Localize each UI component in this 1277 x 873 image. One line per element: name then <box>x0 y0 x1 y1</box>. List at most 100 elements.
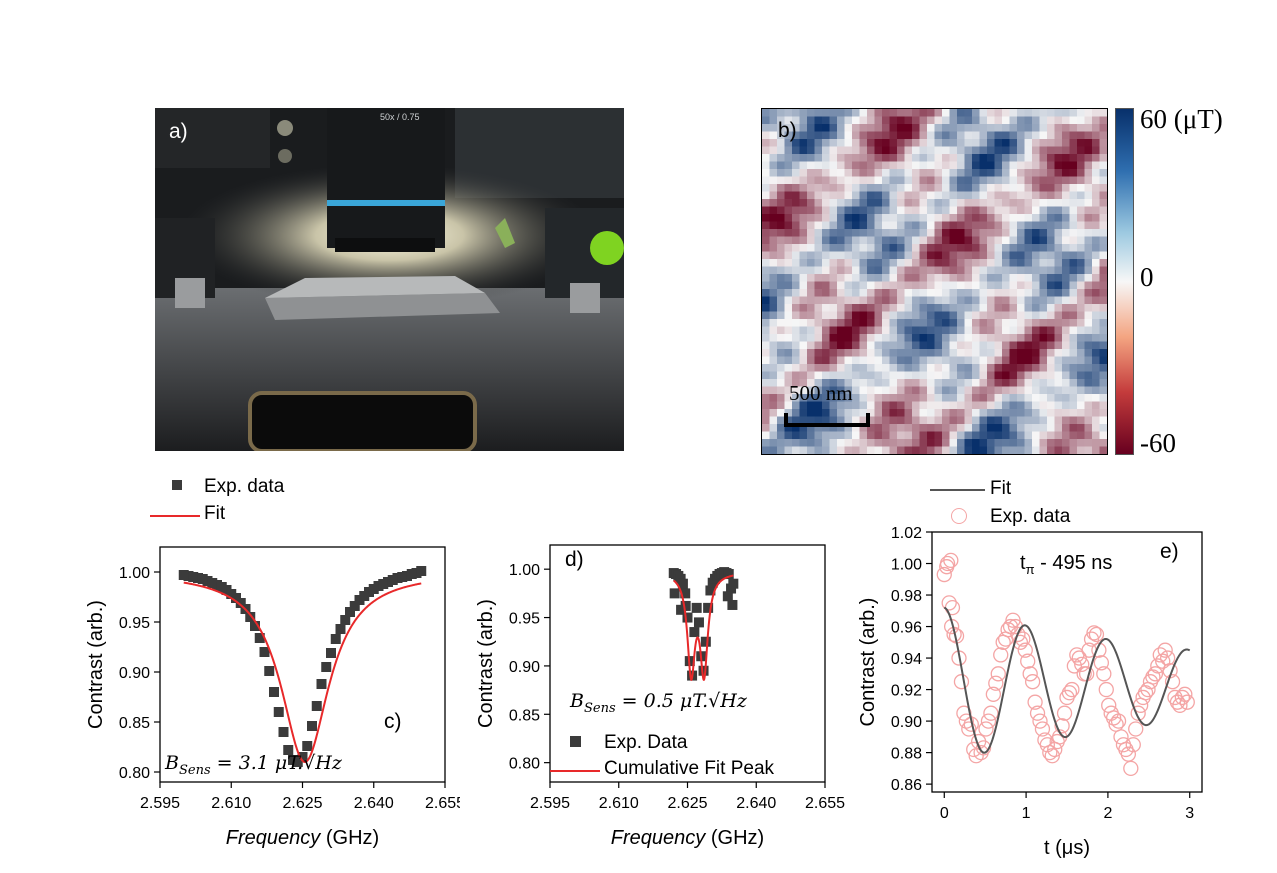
field-map-cell <box>784 379 793 387</box>
field-map-cell <box>1039 311 1048 320</box>
field-map-cell <box>799 154 808 162</box>
field-map-cell <box>1077 154 1085 162</box>
field-map-cell <box>1084 146 1093 155</box>
field-map-cell <box>1047 236 1055 245</box>
field-map-cell <box>949 304 958 312</box>
field-map-cell <box>934 154 943 162</box>
field-map-cell <box>942 176 950 185</box>
field-map-cell <box>979 274 988 282</box>
y-tick-label: 0.94 <box>891 651 922 668</box>
field-map-cell <box>1099 266 1107 275</box>
field-map-cell <box>829 416 838 425</box>
field-map-cell <box>1009 229 1018 237</box>
field-map-cell <box>919 199 928 207</box>
field-map-cell <box>1054 431 1063 440</box>
field-map-cell <box>777 409 785 417</box>
field-map-cell <box>889 296 898 305</box>
field-map-cell <box>829 431 838 440</box>
field-map-cell <box>912 169 920 177</box>
field-map-cell <box>837 184 845 192</box>
field-map-cell <box>994 334 1003 342</box>
field-map-cell <box>889 379 898 387</box>
field-map-cell <box>1017 259 1025 267</box>
field-map-cell <box>987 139 995 147</box>
field-map-cell <box>1024 229 1033 237</box>
field-map-cell <box>1032 116 1040 125</box>
field-map-cell <box>792 289 800 297</box>
field-map-cell <box>964 319 973 327</box>
field-map-cell <box>1099 304 1107 312</box>
field-map-cell <box>807 326 815 335</box>
field-map-cell <box>912 304 920 312</box>
field-map-cell <box>792 176 800 185</box>
field-map-cell <box>769 409 778 417</box>
field-map-cell <box>912 289 920 297</box>
data-point <box>1096 666 1112 682</box>
field-map-cell <box>769 259 778 267</box>
field-map-cell <box>784 334 793 342</box>
field-map-cell <box>762 229 770 237</box>
field-map-cell <box>762 244 770 252</box>
field-map-cell <box>979 244 988 252</box>
field-map-cell <box>777 334 785 342</box>
field-map-cell <box>867 371 875 380</box>
field-map-cell <box>814 371 823 380</box>
field-map-cell <box>829 289 838 297</box>
field-map-cell <box>859 214 868 222</box>
field-map-cell <box>784 431 793 440</box>
field-map-cell <box>927 236 935 245</box>
field-map-cell <box>814 334 823 342</box>
field-map-cell <box>972 176 980 185</box>
field-map-cell <box>904 431 913 440</box>
field-map-cell <box>889 266 898 275</box>
field-map-cell <box>919 304 928 312</box>
field-map-cell <box>904 244 913 252</box>
field-map-cell <box>799 289 808 297</box>
field-map-cell <box>769 371 778 380</box>
field-map-cell <box>987 439 995 447</box>
field-map-cell <box>792 161 800 170</box>
field-map-cell <box>784 409 793 417</box>
field-map-cell <box>1054 266 1063 275</box>
field-map-cell <box>844 334 853 342</box>
field-map-cell <box>1054 116 1063 125</box>
field-map-cell <box>837 281 845 290</box>
field-map-cell <box>874 341 883 350</box>
field-map-cell <box>979 161 988 170</box>
field-map-cell <box>1054 139 1063 147</box>
field-map-cell <box>1024 199 1033 207</box>
field-map-cell <box>964 169 973 177</box>
field-map-cell <box>987 116 995 125</box>
field-map-cell <box>1099 199 1107 207</box>
panel-c-label: c) <box>384 710 402 733</box>
field-map-cell <box>799 439 808 447</box>
data-point <box>993 647 1009 663</box>
data-point <box>1130 705 1146 721</box>
field-map-cell <box>934 191 943 200</box>
field-map-cell <box>829 409 838 417</box>
field-map-cell <box>1069 401 1078 410</box>
field-map-cell <box>934 244 943 252</box>
field-map-cell <box>814 281 823 290</box>
field-map-cell <box>1069 236 1078 245</box>
field-map-cell <box>1069 154 1078 162</box>
field-map-cell <box>1032 304 1040 312</box>
field-map-cell <box>837 154 845 162</box>
field-map-cell <box>822 274 830 282</box>
field-map-cell <box>829 424 838 432</box>
panel-e-label: e) <box>1160 540 1179 563</box>
field-map-cell <box>814 341 823 350</box>
field-map-cell <box>837 304 845 312</box>
field-map-cell <box>949 109 958 117</box>
field-map-cell <box>1069 394 1078 402</box>
data-point <box>316 679 327 689</box>
field-map-cell <box>912 394 920 402</box>
field-map-cell <box>874 229 883 237</box>
field-map-cell <box>769 191 778 200</box>
field-map-cell <box>1069 386 1078 395</box>
field-map-cell <box>1062 131 1070 140</box>
field-map-cell <box>972 364 980 372</box>
field-map-cell <box>994 319 1003 327</box>
field-map-cell <box>912 221 920 230</box>
field-map-cell <box>942 386 950 395</box>
